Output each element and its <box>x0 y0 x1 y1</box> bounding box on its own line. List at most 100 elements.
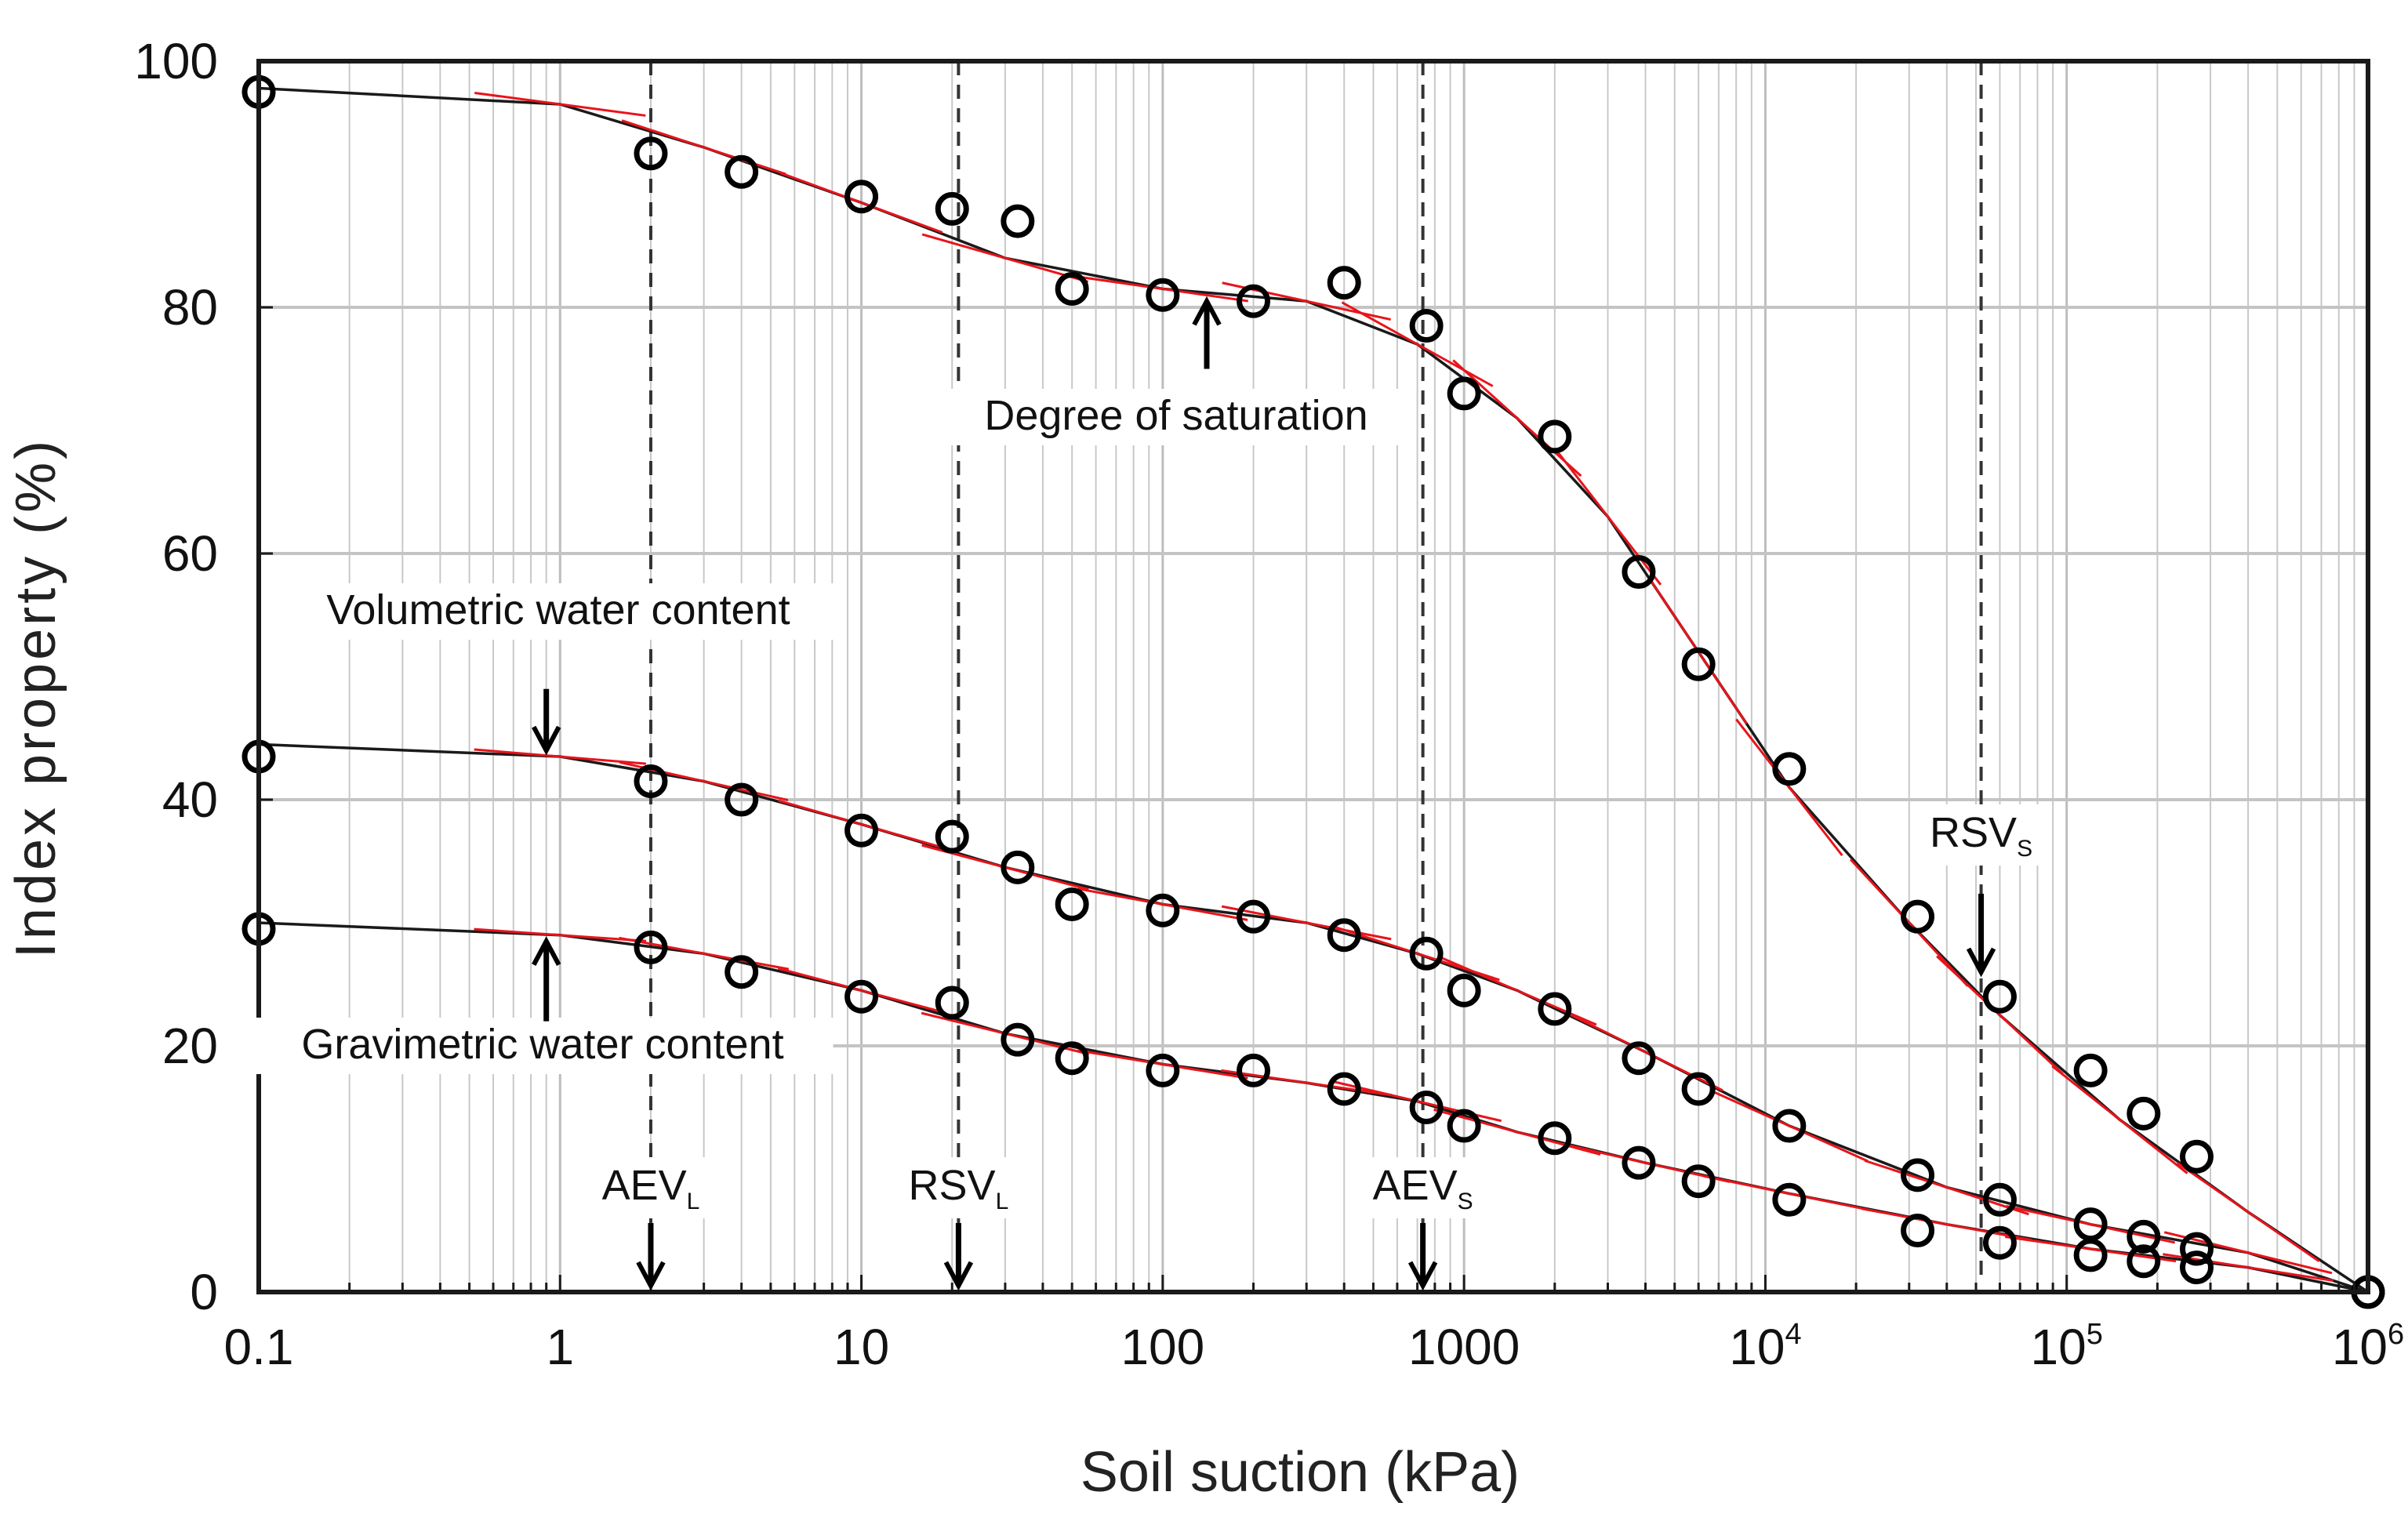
plot-border <box>256 59 2370 1294</box>
data-point-volumetric-water-content <box>1327 918 1361 953</box>
x-tick-label-exponent: 6 <box>2388 1318 2404 1351</box>
tangent-line-volumetric-water-content <box>2006 1204 2175 1244</box>
marker-arrow-rsvs <box>1966 894 1996 978</box>
annotation-arrow-degree-of-saturation <box>1192 296 1222 369</box>
marker-label-subscript: L <box>687 1189 700 1214</box>
data-point-degree-of-saturation <box>1146 278 1180 312</box>
data-point-gravimetric-water-content <box>1681 1164 1716 1199</box>
arrow-head <box>943 1261 974 1291</box>
data-point-degree-of-saturation <box>2127 1096 2161 1131</box>
data-point-gravimetric-water-content <box>2127 1244 2161 1279</box>
data-point-gravimetric-water-content <box>1622 1145 1656 1180</box>
arrow-head <box>1192 296 1222 326</box>
y-tick-label: 40 <box>162 771 218 828</box>
data-point-volumetric-water-content <box>844 813 879 848</box>
marker-arrow-aevl <box>636 1223 666 1291</box>
data-point-degree-of-saturation <box>844 180 879 214</box>
tangent-line-gravimetric-water-content <box>1560 1142 1731 1183</box>
tangent-line-degree-of-saturation <box>621 119 786 176</box>
x-tick-label-exponent: 4 <box>1785 1318 1801 1351</box>
tangent-line-gravimetric-water-content <box>2005 1235 2177 1263</box>
annotation-bg <box>942 389 1410 445</box>
annotation-arrow-gravimetric-water-content <box>532 936 561 1022</box>
annotation-bg <box>252 1018 834 1074</box>
data-point-gravimetric-water-content <box>1055 1041 1089 1076</box>
data-point-volumetric-water-content <box>1982 1182 2017 1217</box>
vertical-marker-lines <box>648 61 1983 1284</box>
marker-label-subscript: S <box>2017 836 2032 862</box>
marker-label-subscript: L <box>996 1189 1009 1214</box>
data-point-gravimetric-water-content <box>634 930 668 964</box>
data-point-volumetric-water-content <box>1146 893 1180 927</box>
tangent-line-degree-of-saturation <box>1452 359 1582 477</box>
marker-label-bg <box>888 1157 1030 1218</box>
annotation-degree-of-saturation: Degree of saturation <box>984 392 1367 439</box>
x-tick-label: 1 <box>546 1319 574 1375</box>
data-point-gravimetric-water-content <box>1772 1182 1807 1217</box>
data-point-volumetric-water-content <box>2179 1232 2214 1266</box>
annotation-volumetric-water-content: Volumetric water content <box>326 586 790 633</box>
data-point-degree-of-saturation <box>935 191 969 226</box>
data-point-volumetric-water-content <box>1001 850 1035 884</box>
x-tick-label: 1000 <box>1408 1319 1520 1375</box>
tangent-line-volumetric-water-content <box>474 748 647 765</box>
data-point-degree-of-saturation <box>1622 555 1656 590</box>
data-point-gravimetric-water-content <box>1237 1053 1271 1087</box>
tangent-line-volumetric-water-content <box>778 799 945 850</box>
x-tick-label: 0.1 <box>224 1319 294 1375</box>
tangent-line-degree-of-saturation <box>474 91 646 117</box>
data-point-volumetric-water-content <box>1055 887 1089 921</box>
data-point-gravimetric-water-content <box>1982 1225 2017 1260</box>
x-tick-label: 10 <box>834 1319 889 1375</box>
data-point-degree-of-saturation <box>2179 1139 2214 1174</box>
annotation-gravimetric-water-content: Gravimetric water content <box>301 1021 783 1068</box>
data-point-volumetric-water-content <box>1681 1072 1716 1106</box>
data-point-degree-of-saturation <box>1055 271 1089 306</box>
marker-label-rsvs: RSVS <box>1930 809 2032 862</box>
tangent-line-degree-of-saturation <box>1553 448 1662 586</box>
marker-label-bg <box>579 1157 721 1218</box>
tangent-line-gravimetric-water-content <box>1704 1174 1874 1212</box>
tangent-line-degree-of-saturation <box>921 233 1089 283</box>
data-point-gravimetric-water-content <box>1001 1022 1035 1057</box>
tangent-line-gravimetric-water-content <box>2163 1253 2334 1282</box>
tangent-line-gravimetric-water-content <box>1077 1049 1248 1080</box>
tangent-line-gravimetric-water-content <box>1221 1069 1393 1097</box>
data-point-volumetric-water-content <box>634 764 668 798</box>
tangent-line-volumetric-water-content <box>1221 905 1392 941</box>
grid-lines <box>257 60 2370 1294</box>
data-point-gravimetric-water-content <box>2073 1238 2108 1272</box>
data-point-degree-of-saturation <box>1538 419 1572 454</box>
marker-label-main: AEV <box>1373 1162 1458 1209</box>
data-point-degree-of-saturation <box>1327 266 1361 300</box>
arrow-head <box>636 1261 666 1291</box>
marker-label-rsvl: RSVL <box>909 1162 1009 1214</box>
data-point-gravimetric-water-content <box>725 955 759 989</box>
data-point-degree-of-saturation <box>1982 979 2017 1014</box>
x-tick-label: 100 <box>1120 1319 1204 1375</box>
marker-label-main: RSV <box>909 1162 996 1209</box>
data-point-gravimetric-water-content <box>1447 1109 1481 1143</box>
data-point-gravimetric-water-content <box>1538 1121 1572 1156</box>
marker-label-main: RSV <box>1930 809 2017 856</box>
data-point-degree-of-saturation <box>725 154 759 189</box>
marker-label-bg <box>1352 1157 1494 1218</box>
data-point-volumetric-water-content <box>1772 1109 1807 1143</box>
data-point-volumetric-water-content <box>935 819 969 854</box>
tangent-line-volumetric-water-content <box>2163 1231 2333 1275</box>
x-tick-label-exponent: 5 <box>2087 1318 2103 1351</box>
marker-label-aevs: AEVS <box>1373 1162 1473 1214</box>
data-point-degree-of-saturation <box>1901 899 1935 934</box>
y-axis-title: Index property (%) <box>5 437 67 958</box>
marker-label-bg <box>1910 804 2052 866</box>
arrow-head <box>532 725 561 756</box>
data-point-degree-of-saturation <box>1681 647 1716 681</box>
data-point-volumetric-water-content <box>1447 973 1481 1007</box>
data-points <box>242 74 2385 1309</box>
y-tick-label: 80 <box>162 279 218 336</box>
data-point-degree-of-saturation <box>1237 284 1271 318</box>
data-point-volumetric-water-content <box>1237 899 1271 934</box>
annotation-arrow-volumetric-water-content <box>532 688 561 756</box>
